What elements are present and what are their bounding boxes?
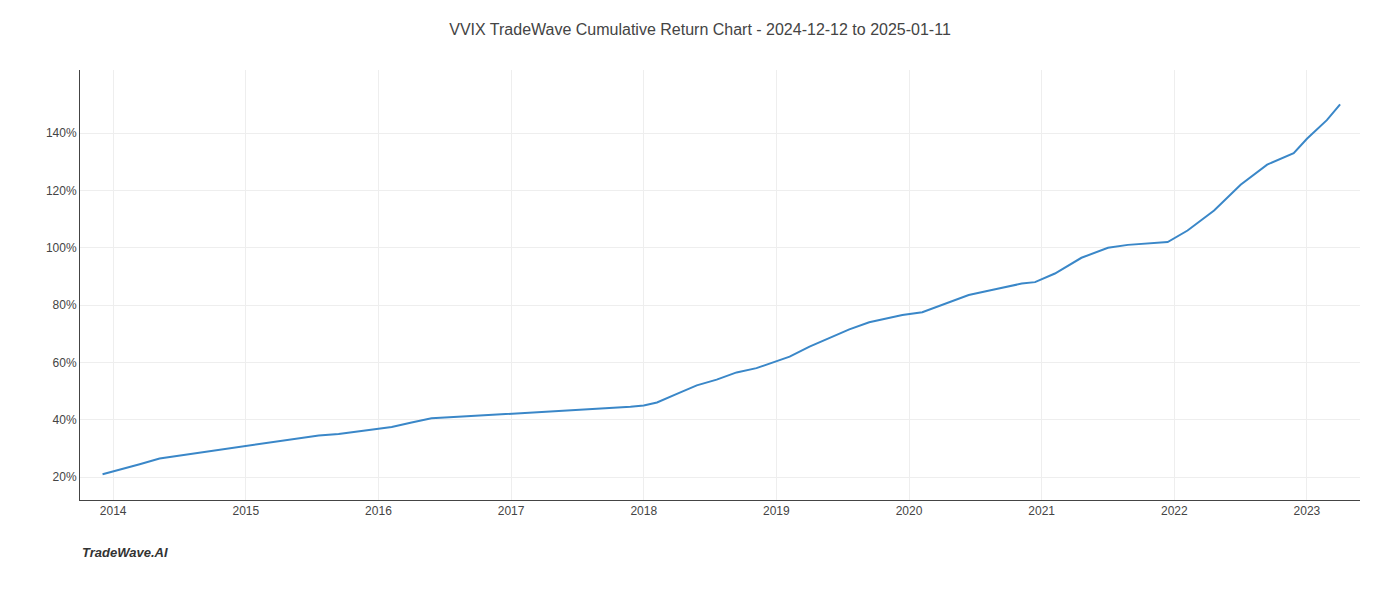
svg-text:2018: 2018	[630, 504, 657, 518]
svg-text:2014: 2014	[100, 504, 127, 518]
svg-text:2022: 2022	[1161, 504, 1188, 518]
svg-text:VVIX TradeWave Cumulative Retu: VVIX TradeWave Cumulative Return Chart -…	[449, 21, 951, 38]
svg-text:2021: 2021	[1028, 504, 1055, 518]
svg-text:60%: 60%	[53, 356, 77, 370]
svg-text:2016: 2016	[365, 504, 392, 518]
svg-text:2017: 2017	[498, 504, 525, 518]
svg-text:120%: 120%	[46, 184, 77, 198]
svg-text:TradeWave.AI: TradeWave.AI	[82, 545, 168, 560]
svg-text:2015: 2015	[232, 504, 259, 518]
svg-text:80%: 80%	[53, 298, 77, 312]
svg-text:40%: 40%	[53, 413, 77, 427]
svg-text:140%: 140%	[46, 126, 77, 140]
svg-text:20%: 20%	[53, 470, 77, 484]
svg-text:2019: 2019	[763, 504, 790, 518]
svg-text:100%: 100%	[46, 241, 77, 255]
svg-text:2023: 2023	[1294, 504, 1321, 518]
svg-text:2020: 2020	[896, 504, 923, 518]
